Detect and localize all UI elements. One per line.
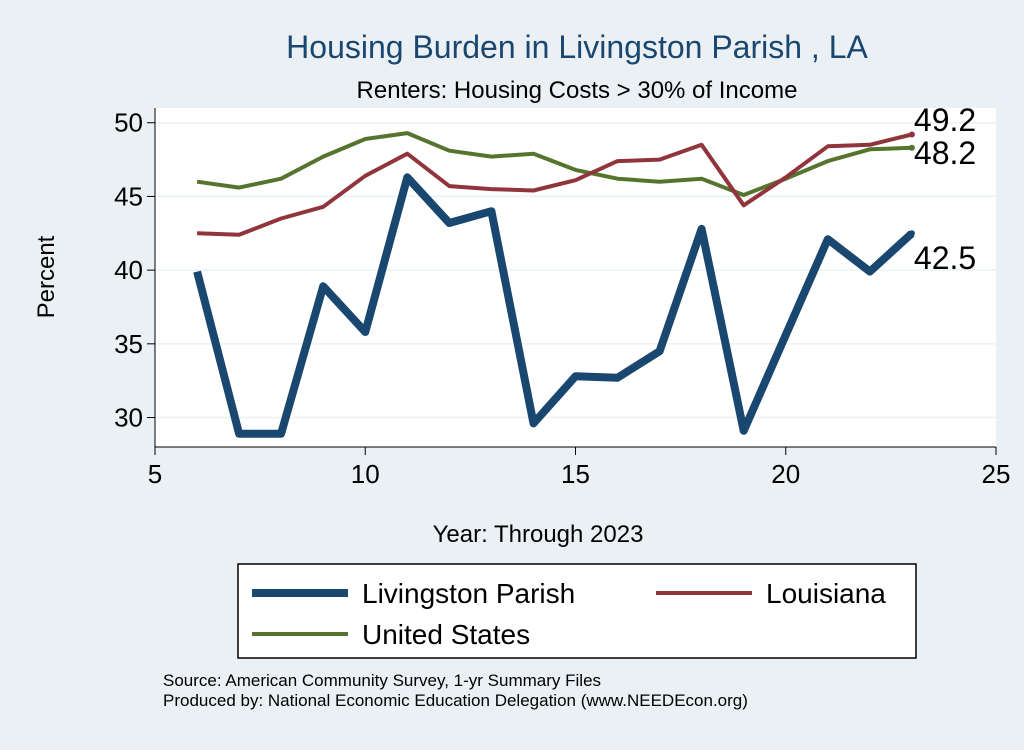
chart-subtitle: Renters: Housing Costs > 30% of Income	[357, 77, 798, 104]
y-tick-label-30: 30	[114, 403, 143, 433]
y-tick-label-45: 45	[114, 181, 143, 211]
x-axis-label: Year: Through 2023	[433, 521, 644, 548]
y-tick-label-40: 40	[114, 255, 143, 285]
end-label-louisiana: 49.2	[914, 102, 976, 138]
x-tick-label-25: 25	[982, 459, 1011, 489]
end-marker-livingston-parish	[909, 230, 915, 236]
plot-area	[155, 108, 996, 447]
x-tick-label-10: 10	[351, 459, 380, 489]
end-label-livingston-parish: 42.5	[914, 240, 976, 276]
x-tick-label-5: 5	[148, 459, 162, 489]
x-tick-label-20: 20	[771, 459, 800, 489]
x-tick-label-15: 15	[561, 459, 590, 489]
legend-label-united-states: United States	[362, 619, 530, 650]
end-label-united-states: 48.2	[914, 135, 976, 171]
legend-label-louisiana: Louisiana	[766, 578, 886, 609]
source-note: Source: American Community Survey, 1-yr …	[163, 671, 601, 691]
y-tick-label-35: 35	[114, 329, 143, 359]
producer-note: Produced by: National Economic Education…	[163, 691, 748, 711]
legend-label-livingston-parish: Livingston Parish	[362, 578, 575, 609]
chart-title: Housing Burden in Livingston Parish , LA	[286, 29, 868, 65]
legend: Livingston Parish Louisiana United States	[238, 564, 916, 658]
y-tick-label-50: 50	[114, 108, 143, 138]
y-axis-label: Percent	[33, 235, 60, 318]
